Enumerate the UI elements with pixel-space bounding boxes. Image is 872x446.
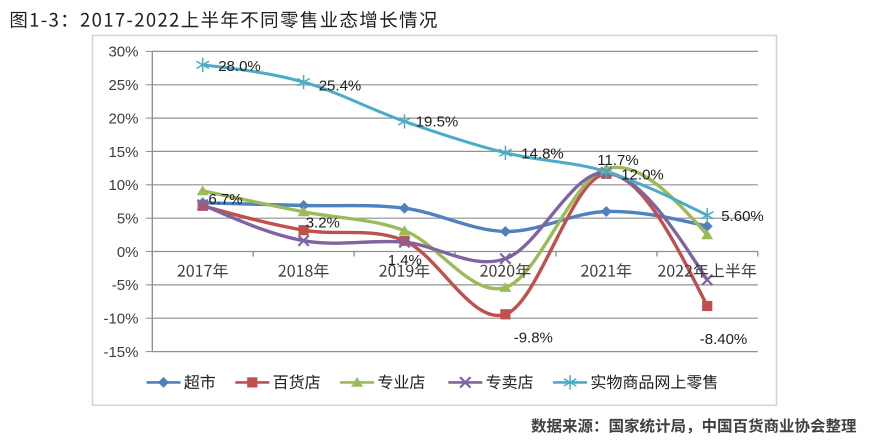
svg-text:10%: 10% — [108, 177, 138, 194]
svg-text:30%: 30% — [108, 44, 138, 61]
svg-text:28.0%: 28.0% — [218, 58, 261, 75]
svg-text:5.60%: 5.60% — [721, 208, 764, 225]
svg-text:-5%: -5% — [112, 277, 139, 294]
svg-text:-15%: -15% — [103, 344, 138, 361]
svg-text:-9.8%: -9.8% — [514, 329, 553, 346]
svg-text:-8.40%: -8.40% — [700, 331, 748, 348]
svg-text:14.8%: 14.8% — [521, 145, 564, 162]
svg-text:6.7%: 6.7% — [208, 191, 242, 208]
svg-text:1.4%: 1.4% — [388, 252, 422, 269]
svg-text:20%: 20% — [108, 110, 138, 127]
svg-text:11.7%: 11.7% — [597, 152, 638, 169]
svg-text:-10%: -10% — [103, 311, 138, 328]
svg-text:19.5%: 19.5% — [416, 113, 459, 130]
svg-text:25.4%: 25.4% — [319, 77, 362, 94]
svg-text:25%: 25% — [108, 77, 138, 94]
svg-text:0%: 0% — [117, 244, 139, 261]
svg-text:3.2%: 3.2% — [306, 215, 340, 232]
svg-text:5%: 5% — [117, 211, 139, 228]
svg-text:12.0%: 12.0% — [621, 166, 664, 183]
svg-text:15%: 15% — [108, 144, 138, 161]
